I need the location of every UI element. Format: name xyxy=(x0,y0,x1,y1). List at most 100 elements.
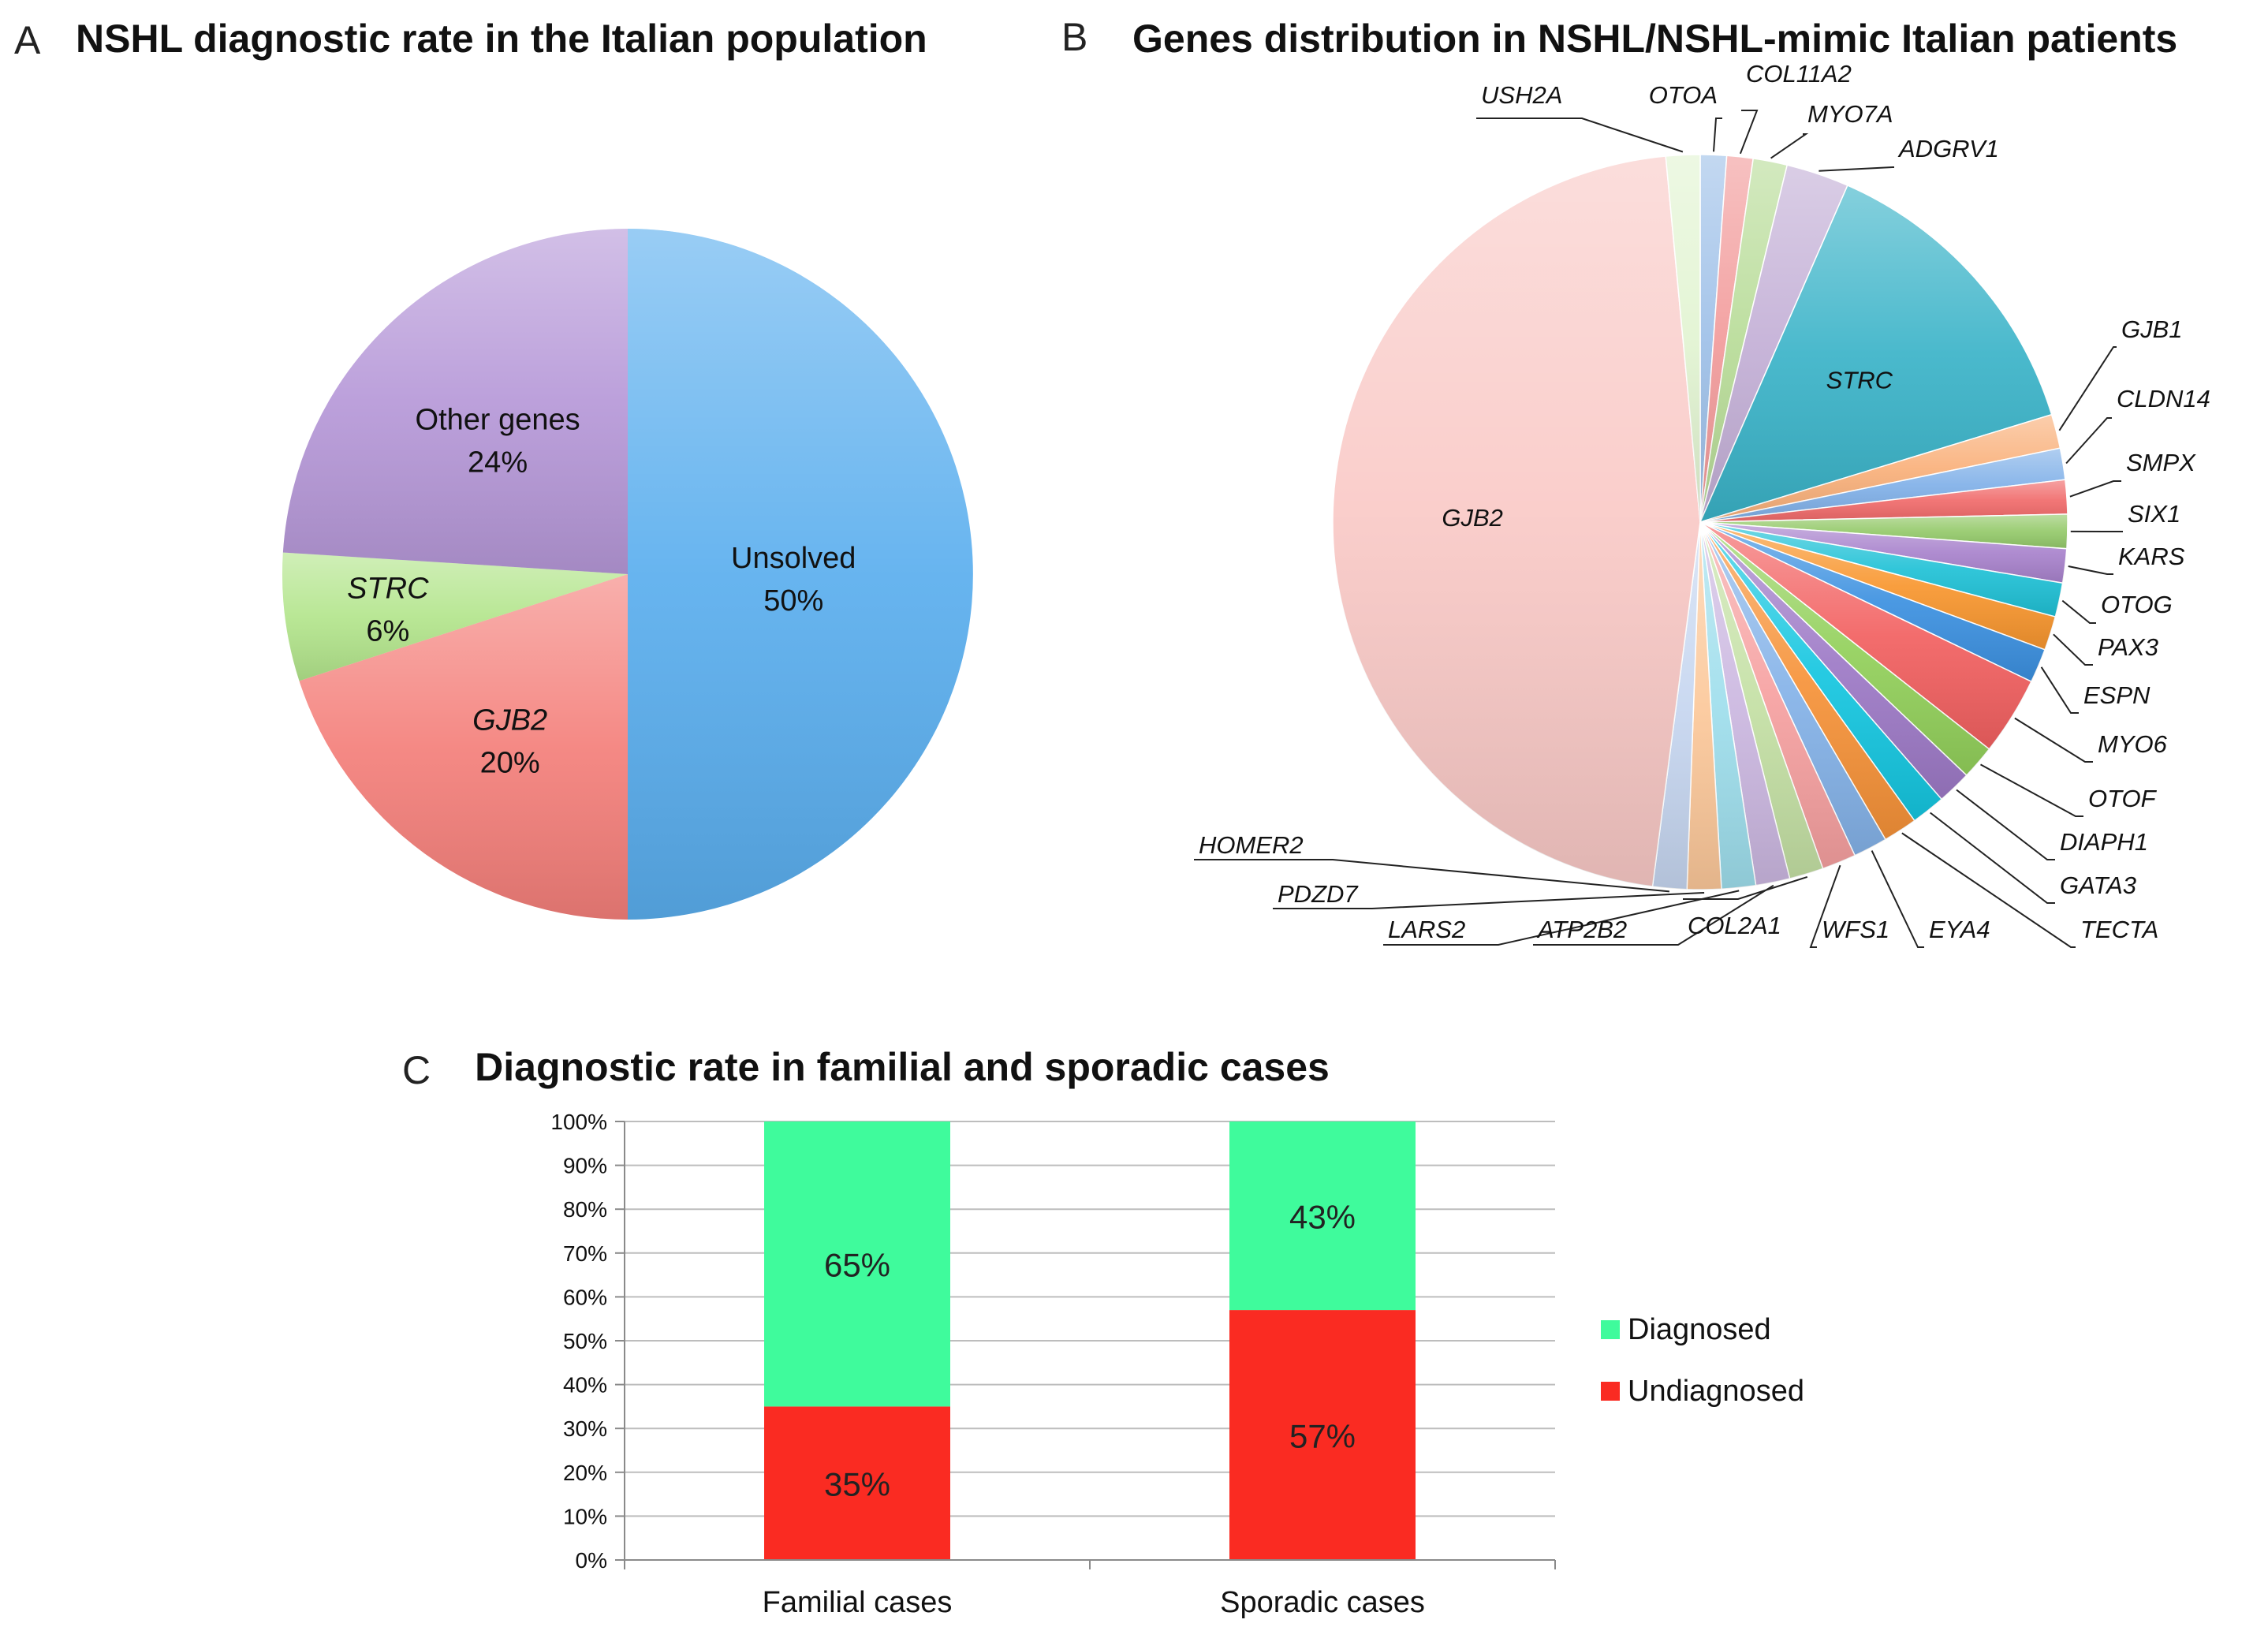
gene-slice-eya4-shading xyxy=(1700,522,1886,856)
bars xyxy=(764,1121,1416,1560)
leader-line-homer2 xyxy=(1194,859,1669,893)
gene-label-myo7a: MYO7A xyxy=(1807,100,1893,128)
y-tick-60: 60% xyxy=(563,1285,607,1309)
category-sporadic-cases: Sporadic cases xyxy=(1220,1586,1425,1619)
category-familial-cases: Familial cases xyxy=(763,1586,953,1619)
gene-label-pdzd7: PDZD7 xyxy=(1278,880,1359,908)
legend-label-diagnosed: Diagnosed xyxy=(1628,1313,1771,1346)
gene-slice-cldn14-shading xyxy=(1700,448,2065,522)
leader-line-smpx xyxy=(2069,480,2121,498)
gene-label-homer2: HOMER2 xyxy=(1199,831,1304,859)
gene-slice-wfs1-shading xyxy=(1700,522,1856,869)
leader-line-gjb1 xyxy=(2058,346,2117,431)
gene-label-six1: SIX1 xyxy=(2128,500,2180,528)
gene-label-espn: ESPN xyxy=(2083,681,2150,709)
y-tick-50: 50% xyxy=(563,1329,607,1353)
gene-label-otoa: OTOA xyxy=(1649,81,1718,109)
gene-label-wfs1: WFS1 xyxy=(1822,916,1889,943)
slice-value-other-genes: 24% xyxy=(468,446,528,479)
slice-value-strc: 6% xyxy=(366,614,409,647)
bar-label-undiagnosed-sporadic-cases: 57% xyxy=(1289,1418,1356,1455)
y-axis-ticks: 0% 10% 20% 30% 40% 50% 60% 70% 80% 90% 100% xyxy=(550,1110,625,1573)
gene-slice-adgrv1-shading xyxy=(1700,165,1848,523)
y-tick-10: 10% xyxy=(563,1504,607,1528)
leader-line-cldn14 xyxy=(2065,417,2112,465)
y-tick-20: 20% xyxy=(563,1461,607,1485)
gene-slice-espn-shading xyxy=(1700,522,2045,682)
gene-slice-atp2b2-shading xyxy=(1700,522,1790,886)
gene-label-pax3: PAX3 xyxy=(2098,633,2158,661)
leader-line-wfs1 xyxy=(1809,864,1841,948)
gene-label-eya4: EYA4 xyxy=(1929,916,1990,943)
leader-line-tecta xyxy=(1901,832,2076,948)
category-labels: Familial cases Sporadic cases xyxy=(763,1586,1425,1619)
pie-a xyxy=(282,229,973,920)
leader-line-otoa xyxy=(1713,118,1722,152)
gene-label-gata3: GATA3 xyxy=(2060,871,2136,899)
gene-label-otog: OTOG xyxy=(2101,591,2173,618)
leader-line-pdzd7 xyxy=(1273,892,1705,909)
leader-line-kars xyxy=(2068,565,2113,575)
panel-a-letter: A xyxy=(14,18,41,62)
gene-slice-gjb1-shading xyxy=(1700,414,2061,522)
gene-label-gjb1: GJB1 xyxy=(2121,315,2183,343)
panel-b-letter: B xyxy=(1061,15,1087,59)
gene-label-smpx: SMPX xyxy=(2126,449,2196,476)
panel-b: B Genes distribution in NSHL/NSHL-mimic … xyxy=(1061,15,2210,948)
leader-line-adgrv1 xyxy=(1819,166,1894,172)
panel-c: C Diagnostic rate in familial and sporad… xyxy=(402,1045,1804,1619)
gene-label-tecta: TECTA xyxy=(2080,916,2158,943)
gene-slice-tecta-shading xyxy=(1700,522,1915,840)
slice-label-gjb2: GJB2 xyxy=(472,704,547,737)
leader-line-lars2 xyxy=(1383,890,1740,946)
leader-line-espn xyxy=(2040,666,2079,714)
bar-diagnosed-sporadic-cases xyxy=(1229,1121,1416,1311)
slice-strc-shading xyxy=(282,552,628,681)
gene-label-myo6: MYO6 xyxy=(2098,730,2168,758)
bar-labels: 35% 65% 57% 43% xyxy=(824,1199,1356,1503)
gene-slice-smpx-shading xyxy=(1700,480,2068,522)
axes xyxy=(624,1121,1556,1569)
y-tick-80: 80% xyxy=(563,1197,607,1222)
panel-b-title: Genes distribution in NSHL/NSHL-mimic It… xyxy=(1132,17,2177,61)
gene-label-lars2: LARS2 xyxy=(1388,916,1465,943)
gene-label-gjb2: GJB2 xyxy=(1442,504,1503,532)
gene-label-cldn14: CLDN14 xyxy=(2117,385,2210,412)
leader-line-diaph1 xyxy=(1956,789,2055,860)
leader-line-ush2a xyxy=(1476,118,1684,153)
gene-slice-otof-shading xyxy=(1700,522,1990,776)
slice-unsolved-shading xyxy=(628,229,973,920)
leader-line-otog xyxy=(2061,599,2096,624)
leader-line-pax3 xyxy=(2053,633,2093,666)
panel-c-letter: C xyxy=(402,1048,431,1092)
leader-line-myo6 xyxy=(2014,717,2093,763)
gene-slice-gata3-shading xyxy=(1700,522,1942,821)
legend-swatch-undiagnosed xyxy=(1601,1382,1620,1401)
gene-slice-six1-shading xyxy=(1700,513,2068,549)
pie-b xyxy=(1332,154,2068,890)
legend: Diagnosed Undiagnosed xyxy=(1601,1313,1804,1408)
leader-line-otof xyxy=(1980,763,2083,817)
y-tick-40: 40% xyxy=(563,1373,607,1398)
slice-label-unsolved: Unsolved xyxy=(731,542,856,575)
leader-line-col11a2 xyxy=(1739,110,1759,155)
pie-a-labels: Unsolved 50% GJB2 20% STRC 6% Other genes 24% xyxy=(347,403,856,779)
slice-gjb2-shading xyxy=(299,574,628,920)
gene-slice-pdzd7-shading xyxy=(1687,522,1722,890)
gene-slice-diaph1-shading xyxy=(1700,522,1967,800)
gene-slice-pax3-shading xyxy=(1700,522,2056,650)
gene-slice-gjb2-shading xyxy=(1332,156,1700,887)
panel-a-title: NSHL diagnostic rate in the Italian popu… xyxy=(76,17,927,61)
panel-a: A NSHL diagnostic rate in the Italian po… xyxy=(14,17,973,920)
slice-value-unsolved: 50% xyxy=(763,584,823,618)
slice-label-other-genes: Other genes xyxy=(416,403,580,436)
slice-other-genes-shading xyxy=(282,229,628,574)
leader-line-eya4 xyxy=(1871,850,1924,948)
gene-label-strc: STRC xyxy=(1826,366,1893,394)
bar-diagnosed-familial-cases xyxy=(764,1121,950,1407)
gene-label-diaph1: DIAPH1 xyxy=(2060,828,2148,856)
gene-label-col11a2: COL11A2 xyxy=(1746,60,1852,88)
bar-label-diagnosed-sporadic-cases: 43% xyxy=(1289,1199,1356,1236)
